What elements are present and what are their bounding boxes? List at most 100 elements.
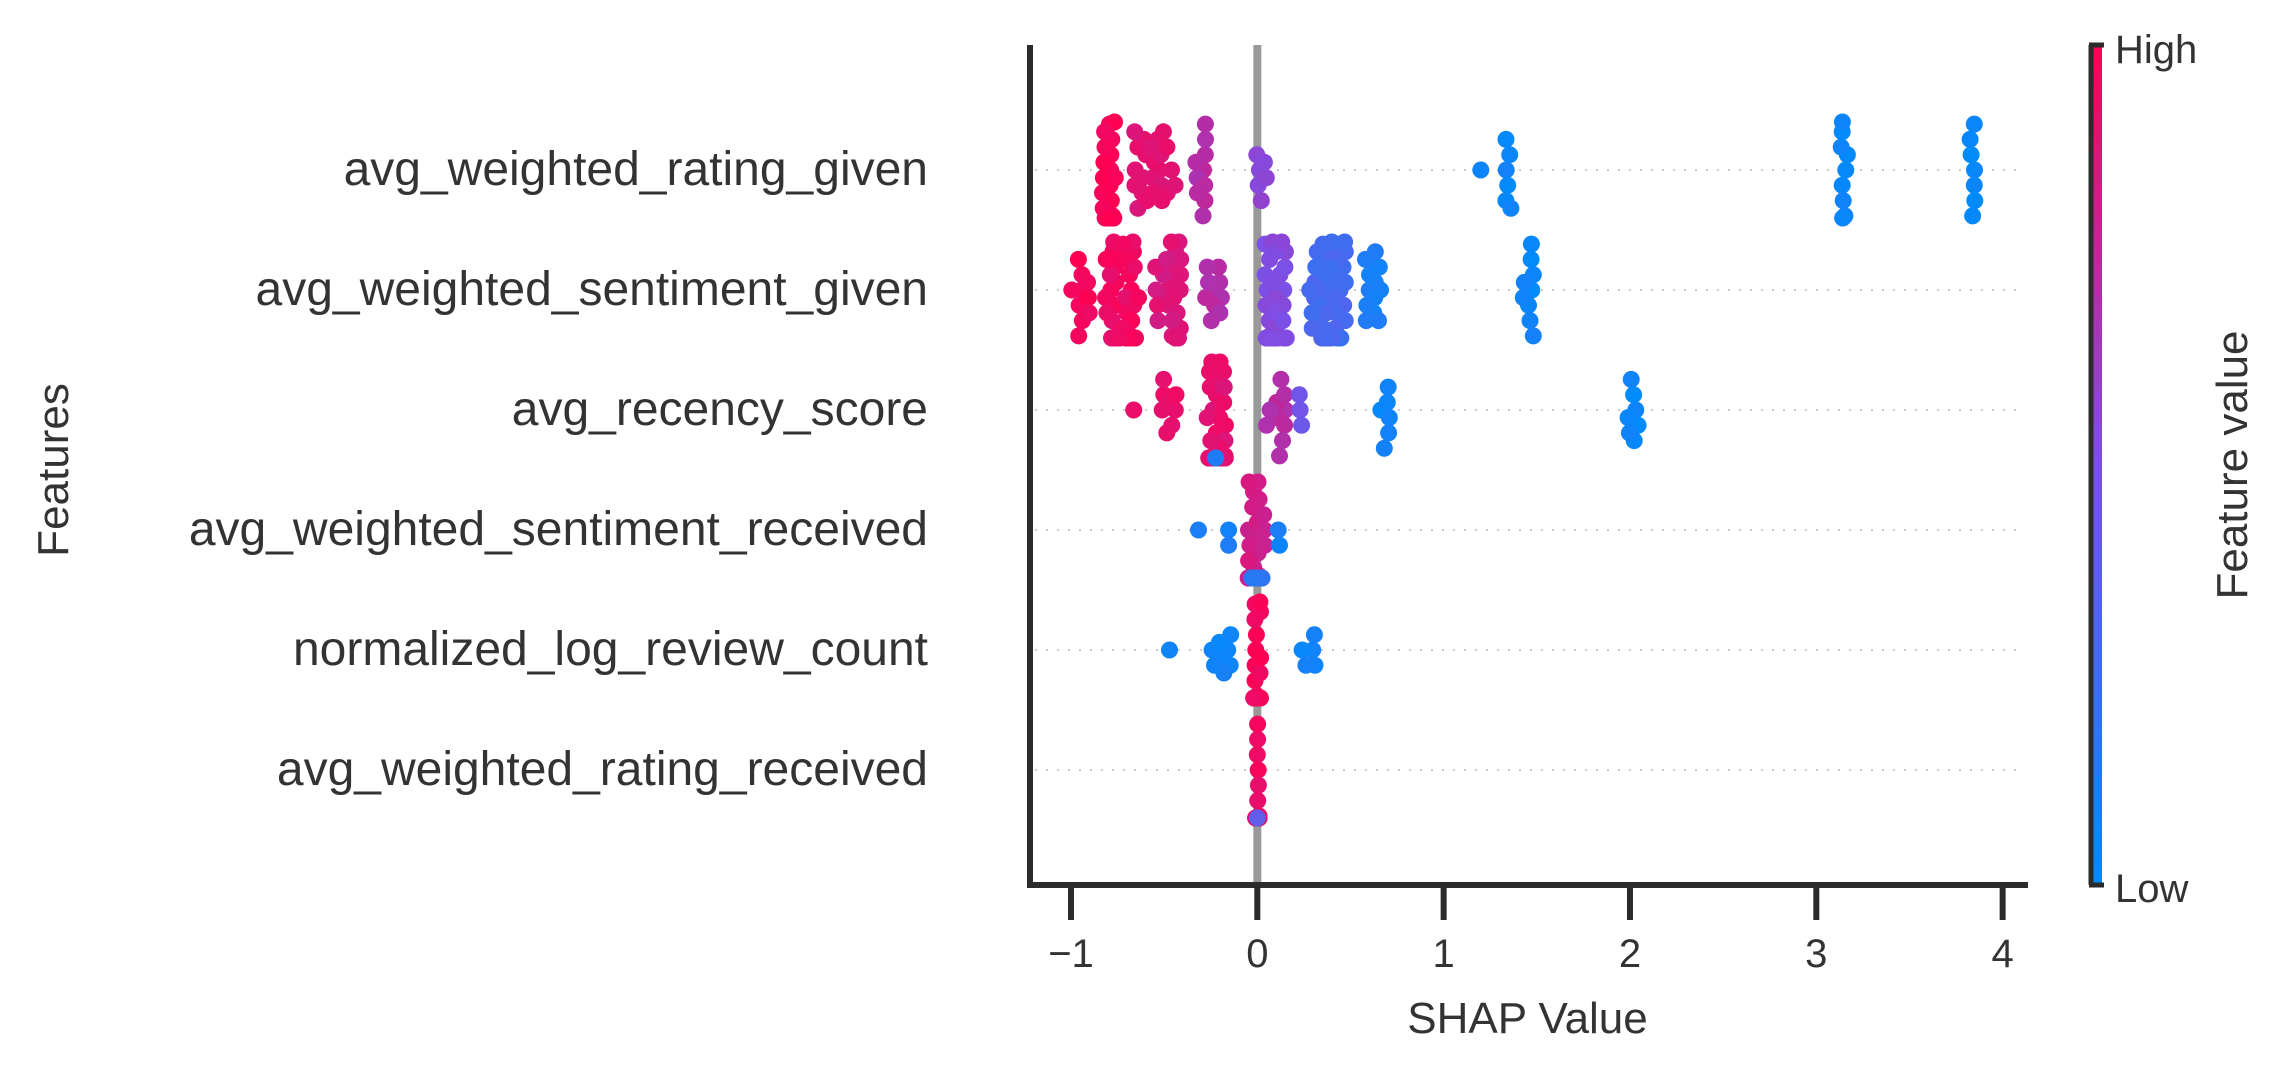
shap-point — [1378, 393, 1396, 411]
shap-point — [1622, 370, 1640, 388]
x-ticks: −1 0 1 2 3 4 — [1048, 885, 2014, 976]
feature-label: avg_recency_score — [512, 383, 928, 436]
shap-point — [1249, 715, 1267, 733]
shap-point — [1514, 289, 1532, 307]
shap-point — [1198, 258, 1216, 276]
shap-point — [1163, 312, 1181, 330]
shap-point — [1094, 169, 1112, 187]
shap-point — [1497, 130, 1515, 148]
x-tick-label: 1 — [1433, 932, 1455, 976]
axes — [1027, 45, 2028, 888]
shap-point — [1249, 730, 1267, 748]
shap-point — [1069, 250, 1087, 268]
feature-labels: avg_weighted_rating_given avg_weighted_se… — [189, 143, 928, 796]
shap-point — [1370, 312, 1387, 330]
shap-point — [1258, 416, 1275, 434]
shap-point — [1499, 176, 1517, 194]
shap-point — [1965, 176, 1983, 194]
shap-point — [1220, 521, 1238, 539]
shap-point — [1966, 192, 1984, 210]
shap-point — [1251, 664, 1269, 682]
feature-label: avg_weighted_rating_given — [344, 143, 928, 196]
colorbar-low-label: Low — [2115, 867, 2188, 911]
shap-point — [1063, 281, 1081, 299]
shap-point — [1126, 123, 1144, 141]
shap-point — [1165, 289, 1183, 307]
shap-point — [1297, 656, 1315, 674]
shap-point — [1303, 319, 1321, 337]
shap-point — [1116, 289, 1134, 307]
shap-point — [1380, 424, 1398, 442]
shap-point — [1125, 258, 1143, 276]
shap-point — [1962, 146, 1980, 164]
shap-point — [1271, 447, 1288, 465]
shap-point — [1256, 521, 1273, 539]
shap-point — [1380, 409, 1398, 427]
shap-point — [1524, 327, 1542, 345]
shap-point — [1965, 115, 1983, 133]
shap-point — [1245, 689, 1263, 707]
shap-point — [1097, 250, 1115, 268]
shap-point — [1215, 393, 1233, 411]
shap-point — [1274, 312, 1292, 330]
shap-point — [1155, 370, 1173, 388]
shap-point — [1370, 258, 1388, 276]
shap-point — [1274, 432, 1291, 450]
shap-point — [1252, 192, 1270, 210]
shap-point — [1515, 273, 1533, 291]
shap-point — [1255, 506, 1273, 524]
shap-point — [1147, 281, 1165, 299]
shap-point — [1472, 161, 1490, 179]
shap-point — [1961, 130, 1979, 148]
shap-point — [1206, 656, 1223, 674]
shap-point — [1172, 250, 1190, 268]
feature-label: avg_weighted_sentiment_received — [189, 503, 928, 556]
shap-point — [1834, 209, 1852, 227]
shap-point — [1158, 424, 1176, 442]
x-tick-label: 4 — [1992, 932, 2014, 976]
shap-point — [1619, 409, 1637, 427]
shap-point — [1265, 329, 1282, 347]
shap-point — [1196, 115, 1214, 133]
shap-point — [1202, 312, 1220, 330]
shap-point — [1314, 235, 1332, 253]
shap-point — [1276, 258, 1294, 276]
shap-point — [1220, 536, 1238, 554]
shap-point — [1625, 386, 1643, 404]
shap-point — [1273, 233, 1291, 251]
shap-point — [1070, 327, 1088, 345]
shap-point — [1249, 776, 1267, 794]
shap-point — [1161, 641, 1178, 659]
shap-point — [1149, 312, 1167, 330]
shap-point — [1194, 207, 1212, 225]
shap-point — [1271, 536, 1288, 554]
shap-point — [1248, 809, 1266, 827]
shap-point — [1241, 536, 1259, 554]
shap-point — [1834, 192, 1852, 210]
shap-point — [1257, 169, 1275, 187]
shap-point — [1318, 304, 1335, 322]
shap-point — [1501, 146, 1519, 164]
shap-point — [1163, 161, 1180, 179]
shap-point — [1293, 416, 1311, 434]
shap-point — [1317, 329, 1335, 347]
shap-point — [1172, 266, 1189, 284]
shap-point — [1200, 273, 1217, 291]
shap-point — [1522, 250, 1540, 268]
shap-point — [1240, 552, 1258, 570]
shap-point — [1277, 329, 1295, 347]
shap-point — [1261, 401, 1279, 419]
shap-point — [1305, 626, 1323, 644]
shap-point — [1832, 138, 1850, 156]
shap-point — [1244, 569, 1261, 587]
shap-point — [1252, 649, 1270, 667]
shap-point — [1256, 536, 1274, 554]
shap-point — [1293, 641, 1311, 659]
shap-point — [1240, 473, 1258, 491]
shap-point — [1216, 416, 1234, 434]
shap-point — [1379, 378, 1397, 396]
shap-point — [1079, 289, 1097, 307]
shap-point — [1166, 329, 1184, 347]
shap-point — [1222, 626, 1240, 644]
